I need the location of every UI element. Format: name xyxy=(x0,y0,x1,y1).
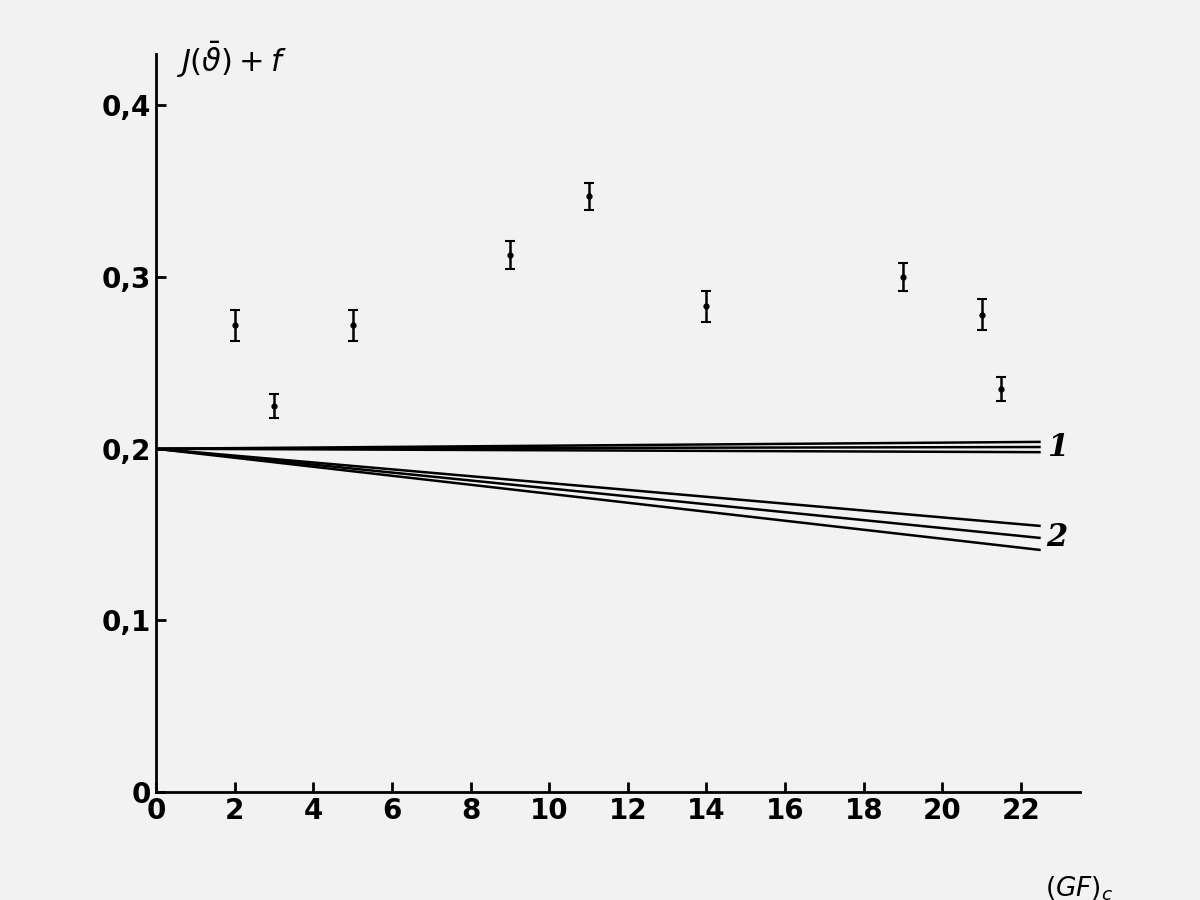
Text: 2: 2 xyxy=(1046,523,1068,554)
Text: $(GF)_c$: $(GF)_c$ xyxy=(1045,875,1112,900)
Text: 1: 1 xyxy=(1046,431,1068,463)
Text: $J(\bar{\vartheta})+f$: $J(\bar{\vartheta})+f$ xyxy=(175,40,287,80)
